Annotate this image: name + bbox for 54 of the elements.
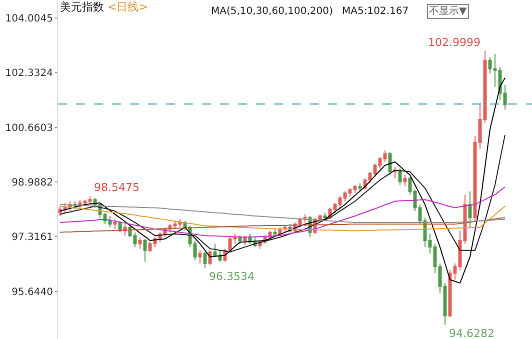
annotation: 102.9999 [428, 36, 480, 49]
candlestick [178, 218, 182, 228]
y-tick-label: 98.9882 [12, 177, 53, 188]
candlestick [343, 190, 347, 202]
candlestick [338, 196, 342, 208]
candlestick [403, 174, 407, 188]
candlestick [233, 233, 237, 244]
annotation: 不显示▼ [429, 6, 467, 17]
candlestick [133, 232, 137, 248]
candlestick [443, 282, 447, 326]
candlestick [383, 150, 387, 162]
annotation: MA(5,10,30,60,100,200) [211, 6, 333, 17]
line-series [60, 134, 506, 252]
line-series [60, 217, 506, 233]
y-tick-label: 104.0045 [5, 13, 53, 24]
candlestick [143, 238, 147, 262]
annotation: MA5:102.167 [342, 6, 409, 17]
candlestick [348, 188, 352, 197]
line-series [60, 77, 506, 284]
candlestick [138, 236, 142, 250]
candlestick [378, 156, 382, 170]
chart-subtitle: <日线> [108, 0, 148, 14]
y-tick-label: 100.6603 [5, 122, 53, 134]
y-tick-label: 95.6440 [12, 286, 53, 298]
candlestick [468, 190, 472, 228]
candlestick [203, 251, 207, 269]
candlestick [273, 228, 277, 238]
candlestick [108, 215, 112, 228]
candlestick [483, 50, 487, 124]
candlestick [113, 218, 117, 230]
candlestick [198, 250, 202, 264]
candlestick [493, 53, 497, 88]
y-tick-label: 97.3161 [12, 232, 53, 244]
line-series [60, 204, 506, 224]
y-tick-label: 102.3324 [5, 68, 53, 80]
annotation: 94.6282 [449, 327, 494, 339]
line-series [60, 206, 506, 232]
candlestick [478, 102, 482, 150]
candlestick [193, 240, 197, 261]
candlestick [428, 233, 432, 254]
candlestick [358, 182, 362, 192]
annotation: 96.3534 [209, 270, 254, 283]
candlestick [213, 243, 217, 258]
candlestick [88, 196, 92, 206]
candlestick [433, 243, 437, 274]
candlestick [173, 220, 177, 230]
candlestick [438, 262, 442, 294]
candlestick [453, 262, 457, 280]
candlestick [503, 84, 507, 110]
annotation: 98.5475 [94, 181, 140, 194]
chart-title: 美元指数 [60, 0, 104, 14]
candlestick [353, 184, 357, 194]
candlestick [488, 56, 492, 74]
candlestick [393, 166, 397, 179]
